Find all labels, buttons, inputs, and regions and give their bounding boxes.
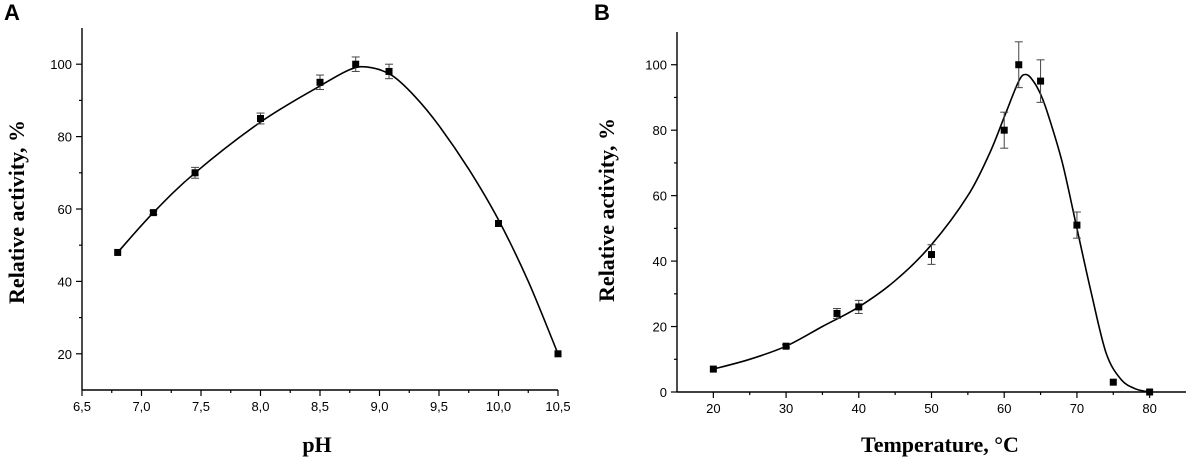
- panel-a-x-axis-title: pH: [302, 432, 331, 457]
- panel-a-fit-line: [117, 65, 559, 355]
- panel-b-data-points: [709, 61, 1154, 396]
- panel-a-y-ticks: 20 40 60 80 100: [50, 57, 82, 362]
- panel-b-axes: [676, 32, 1186, 393]
- panel-a-data-point: [149, 209, 157, 217]
- panel-a-x-tick-label: 8,5: [311, 399, 329, 414]
- panel-b-x-tick-label: 20: [706, 401, 720, 416]
- panel-a-data-point: [191, 169, 199, 177]
- panel-a-y-tick-label: 60: [58, 202, 72, 217]
- panel-a-data-point: [495, 219, 502, 227]
- panel-b-data-point: [928, 251, 935, 259]
- panel-a-x-tick-label: 9,5: [430, 399, 448, 414]
- panel-b-data-point: [1037, 77, 1045, 85]
- panel-b-x-tick-label: 40: [852, 401, 866, 416]
- panel-b-y-axis-title: Relative activity, %: [594, 118, 619, 302]
- panel-a-data-point: [554, 350, 562, 358]
- panel-a-y-tick-label: 20: [58, 347, 72, 362]
- panel-a-x-tick-label: 6,5: [73, 399, 91, 414]
- panel-b-data-point: [1146, 388, 1154, 396]
- panel-b-data-point: [1000, 126, 1008, 134]
- panel-b-y-ticks: 0 20 40 60 80 100: [645, 58, 677, 400]
- panel-a-data-point: [114, 248, 122, 256]
- panel-b-letter: B: [594, 0, 610, 25]
- panel-a-data-point: [257, 115, 264, 122]
- panel-a-y-tick-label: 40: [58, 274, 72, 289]
- panel-b-y-tick-label: 40: [653, 254, 667, 269]
- panel-a-data-points: [114, 60, 562, 358]
- panel-a-fit-curve: [117, 65, 559, 355]
- panel-a-letter: A: [4, 0, 20, 25]
- panel-a-x-tick-label: 7,0: [132, 399, 150, 414]
- panel-a-y-tick-label: 100: [50, 57, 72, 72]
- panel-b-x-tick-label: 50: [924, 401, 938, 416]
- panel-a-x-tick-label: 8,0: [251, 399, 269, 414]
- panel-b-x-tick-label: 60: [997, 401, 1011, 416]
- panel-b-x-tick-label: 30: [779, 401, 793, 416]
- panel-b-y-tick-label: 80: [653, 123, 667, 138]
- panel-a-x-ticks: 6,5 7,0 7,5 8,0 8,5 9,0 9,5 10,0 10,5: [73, 390, 571, 414]
- panel-a-x-tick-label: 7,5: [192, 399, 210, 414]
- panel-b-data-point: [833, 309, 841, 317]
- panel-b-x-axis-title: Temperature, °C: [861, 432, 1019, 457]
- panel-b-data-point: [855, 303, 863, 311]
- panel-b-fit-line: [713, 73, 1150, 393]
- panel-a-data-point: [385, 67, 393, 75]
- panel-a-data-point: [352, 60, 360, 68]
- panel-b-error-bars: [782, 41, 1081, 349]
- panel-b-y-tick-label: 20: [653, 320, 667, 335]
- panel-a-y-axis-title: Relative activity, %: [4, 120, 29, 304]
- panel-b-x-ticks: 20 30 40 50 60 70 80: [706, 392, 1157, 416]
- panel-b-data-point: [782, 342, 790, 350]
- panel-a-y-tick-label: 80: [58, 130, 72, 145]
- panel-a-x-tick-label: 9,0: [370, 399, 388, 414]
- panel-a-x-tick-label: 10,0: [486, 399, 511, 414]
- panel-a-error-bars: [149, 56, 394, 215]
- panel-b-fit-curve: [713, 73, 1150, 393]
- panel-b-data-point: [1109, 378, 1117, 386]
- panel-b-y-tick-label: 60: [653, 189, 667, 204]
- panel-b-x-tick-label: 70: [1070, 401, 1084, 416]
- panel-a-data-point: [316, 78, 324, 86]
- panel-b-data-point: [1073, 221, 1081, 229]
- panel-b-chart: B 20 30 40 50 60 70 80 0 20 40 60 80 100 Temperatur…: [594, 0, 1186, 457]
- panel-b-data-point: [709, 365, 717, 373]
- panel-a-chart: A 6,5 7,0 7,5 8,0 8,5 9,0 9,5 10,0 10,5 20 40 60 80…: [4, 0, 571, 457]
- panel-b-y-tick-label: 0: [660, 385, 667, 400]
- panel-b-data-point: [1015, 61, 1023, 69]
- panel-b-y-tick-label: 100: [645, 58, 667, 73]
- panel-a-x-tick-label: 10,5: [545, 399, 570, 414]
- panel-b-x-tick-label: 80: [1142, 401, 1156, 416]
